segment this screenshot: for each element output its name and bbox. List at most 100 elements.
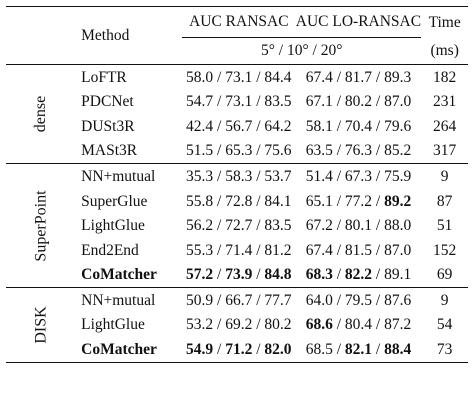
value-separator: / (213, 93, 226, 111)
value-separator: / (252, 217, 265, 235)
auc-lo-ransac-values: 67.4 / 81.7 / 89.3 (295, 63, 422, 90)
value-separator: / (252, 192, 265, 210)
auc-lo-ransac-values-value: 67.4 (305, 241, 333, 259)
auc-ransac-values-value: 56.7 (225, 117, 253, 135)
auc-lo-ransac-values-value: 67.1 (305, 93, 333, 111)
auc-lo-ransac-values-value: 80.2 (344, 93, 372, 111)
auc-ransac-values: 55.8 / 72.8 / 84.1 (182, 189, 295, 214)
table-row: LightGlue 56.2 / 72.7 / 83.5 67.2 / 80.1 /… (6, 214, 468, 239)
auc-lo-ransac-values-value: 68.3 (305, 266, 333, 284)
auc-ransac-values-value: 35.3 (186, 167, 214, 185)
auc-ransac-values-value: 73.1 (225, 68, 253, 86)
auc-ransac-values-value: 83.5 (264, 93, 292, 111)
auc-lo-ransac-values-value: 76.3 (344, 142, 372, 160)
auc-lo-ransac-values-value: 64.0 (305, 291, 333, 309)
value-separator: / (332, 142, 345, 160)
auc-ransac-values-value: 42.4 (186, 117, 214, 135)
value-separator: / (332, 266, 345, 284)
auc-lo-ransac-values-value: 88.4 (384, 341, 412, 359)
value-separator: / (372, 117, 385, 135)
value-separator: / (332, 291, 345, 309)
auc-lo-ransac-values-value: 67.2 (305, 217, 333, 235)
time-value: 317 (433, 142, 457, 160)
value-separator: / (332, 93, 345, 111)
auc-lo-ransac-values-value: 51.4 (305, 167, 333, 185)
table-row: SuperGlue 55.8 / 72.8 / 84.1 65.1 / 77.2 /… (6, 189, 468, 214)
header-row-2: 5° / 10° / 20° (ms) (6, 38, 468, 65)
table-row: PDCNet 54.7 / 73.1 / 83.5 67.1 / 80.2 / 87… (6, 90, 468, 115)
value-separator: / (213, 167, 226, 185)
method-name: LoFTR (77, 63, 183, 90)
auc-ransac-values-value: 51.5 (186, 142, 214, 160)
table-row: End2End 55.3 / 71.4 / 81.2 67.4 / 81.5 / 8… (6, 238, 468, 263)
auc-ransac-values: 54.9 / 71.2 / 82.0 (182, 337, 296, 364)
value-separator: / (332, 217, 345, 235)
value-separator: / (252, 93, 265, 111)
value-separator: / (252, 68, 265, 86)
group-label-cell: DISK (6, 287, 78, 364)
auc-ransac-values-value: 57.2 (186, 266, 214, 284)
header-auc-lo-ransac: AUC LO-RANSAC (295, 6, 422, 38)
auc-ransac-values-value: 55.3 (186, 241, 214, 259)
header-group-cell (6, 6, 78, 38)
time-value: 87 (436, 192, 453, 210)
time-value: 182 (421, 63, 468, 90)
auc-lo-ransac-values-value: 77.2 (344, 192, 372, 210)
auc-lo-ransac-values-value: 82.2 (344, 266, 372, 284)
auc-ransac-values-value: 83.5 (264, 217, 292, 235)
value-separator: / (372, 68, 385, 86)
auc-lo-ransac-values-value: 87.0 (384, 241, 412, 259)
value-separator: / (213, 68, 226, 86)
auc-ransac-values-value: 58.0 (186, 68, 214, 86)
value-separator: / (252, 316, 265, 334)
header-time-unit: (ms) (430, 42, 459, 59)
auc-ransac-values-value: 75.6 (264, 142, 292, 160)
auc-ransac-values-value: 82.0 (264, 341, 292, 359)
auc-lo-ransac-values-value: 88.0 (384, 217, 412, 235)
method-name: NN+mutual (77, 163, 183, 189)
time-value: 9 (421, 163, 468, 189)
method-name: LightGlue (81, 316, 145, 334)
value-separator: / (372, 142, 385, 160)
auc-ransac-values-value: 65.3 (225, 142, 253, 160)
time-value: 264 (433, 117, 457, 135)
group-label-cell: SuperPoint (6, 163, 78, 288)
time-value: 54 (436, 316, 453, 334)
auc-lo-ransac-values-value: 87.0 (384, 93, 412, 111)
results-table: Method AUC RANSAC AUC LO-RANSAC Time 5° … (6, 6, 468, 364)
table-row: CoMatcher 54.9 / 71.2 / 82.0 68.5 / 82.1 /… (6, 337, 468, 364)
value-separator: / (372, 192, 385, 210)
auc-ransac-values-value: 80.2 (264, 316, 292, 334)
auc-ransac-values-value: 84.1 (264, 192, 292, 210)
auc-lo-ransac-values: 68.3 / 82.2 / 89.1 (296, 263, 422, 288)
auc-ransac-values-value: 54.9 (186, 341, 214, 359)
value-separator: / (372, 316, 385, 334)
auc-ransac-values-value: 69.2 (225, 316, 253, 334)
auc-ransac-values-value: 84.4 (264, 68, 292, 86)
auc-lo-ransac-values: 67.2 / 80.1 / 88.0 (296, 214, 422, 239)
value-separator: / (213, 142, 226, 160)
group-label: DISK (32, 306, 50, 344)
table-row: DUSt3R 42.4 / 56.7 / 64.2 58.1 / 70.4 / 79… (6, 114, 468, 139)
method-name: CoMatcher (77, 337, 183, 364)
auc-ransac-values: 54.7 / 73.1 / 83.5 (182, 90, 295, 115)
header-method: Method (77, 6, 183, 65)
auc-lo-ransac-values: 68.6 / 80.4 / 87.2 (296, 313, 422, 338)
auc-lo-ransac-values-value: 80.4 (344, 316, 372, 334)
auc-ransac-values-value: 66.7 (225, 291, 253, 309)
auc-lo-ransac-values: 64.0 / 79.5 / 87.6 (295, 287, 422, 313)
auc-ransac-values: 50.9 / 66.7 / 77.7 (182, 287, 296, 313)
value-separator: / (252, 142, 265, 160)
auc-ransac-values: 53.2 / 69.2 / 80.2 (182, 313, 295, 338)
auc-ransac-values-value: 53.2 (186, 316, 214, 334)
table-row: dense LoFTR 58.0 / 73.1 / 84.4 67.4 / 81.7 … (6, 63, 468, 164)
value-separator: / (252, 117, 265, 135)
table-row: DISK NN+mutual 50.9 / 66.7 / 77.7 64.0 / 79… (6, 287, 468, 364)
table-row: SuperPoint NN+mutual 35.3 / 58.3 / 53.7 51.… (6, 163, 468, 288)
value-separator: / (332, 117, 345, 135)
auc-lo-ransac-values-value: 70.4 (344, 117, 372, 135)
value-separator: / (252, 291, 265, 309)
group-label: dense (32, 95, 50, 133)
value-separator: / (252, 341, 265, 359)
group-label-cell: dense (6, 63, 78, 164)
